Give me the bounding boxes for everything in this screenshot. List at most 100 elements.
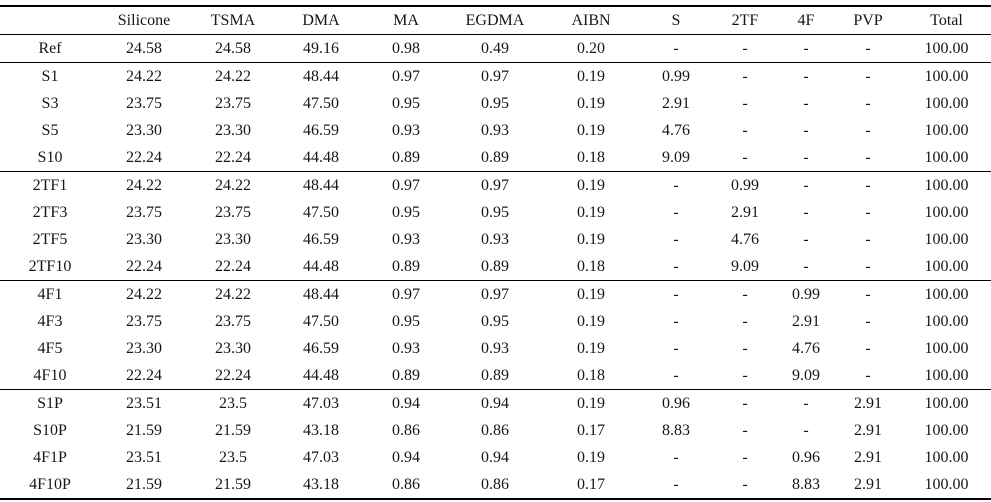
- column-header-s: S: [671, 12, 681, 29]
- cell: -: [803, 258, 809, 275]
- cell: 0.89: [392, 367, 420, 384]
- composition-table: Silicone TSMA DMA MA EGDMA AIBN S 2TF 4F…: [0, 5, 991, 500]
- cell: 0.20: [577, 40, 605, 57]
- table-row: 4F10 22.24 22.24 44.48 0.89 0.89 0.18 - - 9.09 - 10…: [0, 362, 991, 390]
- cell: -: [673, 286, 679, 303]
- cell: -: [865, 95, 871, 112]
- cell: 0.99: [662, 68, 690, 85]
- cell: -: [803, 177, 809, 194]
- cell: -: [865, 367, 871, 384]
- cell: 0.89: [392, 258, 420, 275]
- cell: -: [865, 313, 871, 330]
- cell: 100.00: [924, 149, 969, 166]
- cell: 100.00: [924, 204, 969, 221]
- cell: 0.19: [577, 204, 605, 221]
- cell: -: [742, 422, 748, 439]
- cell: 100.00: [924, 122, 969, 139]
- table-row: 2TF10 22.24 22.24 44.48 0.89 0.89 0.18 - 9.09 - - 1…: [0, 253, 991, 281]
- cell: 22.24: [126, 149, 162, 166]
- cell: 0.95: [392, 204, 420, 221]
- column-header-egdma: EGDMA: [465, 12, 525, 29]
- cell: 0.95: [392, 313, 420, 330]
- cell: 100.00: [924, 231, 969, 248]
- cell: -: [742, 40, 748, 57]
- cell: 0.17: [577, 422, 605, 439]
- cell: 48.44: [303, 68, 339, 85]
- cell: 4.76: [792, 340, 820, 357]
- cell: 2.91: [854, 395, 882, 412]
- cell: 100.00: [924, 422, 969, 439]
- cell: 2.91: [662, 95, 690, 112]
- cell: 47.50: [303, 95, 339, 112]
- cell: 0.93: [392, 122, 420, 139]
- cell: 0.19: [577, 95, 605, 112]
- cell: 23.51: [126, 449, 162, 466]
- cell: 0.96: [662, 395, 690, 412]
- cell: -: [803, 122, 809, 139]
- cell: 23.5: [219, 449, 247, 466]
- column-header-silicone: Silicone: [117, 12, 171, 29]
- cell: 22.24: [215, 367, 251, 384]
- row-label: 4F1: [37, 286, 63, 303]
- cell: 0.95: [392, 95, 420, 112]
- cell: 46.59: [303, 340, 339, 357]
- column-header-pvp: PVP: [853, 12, 883, 29]
- cell: 0.98: [392, 40, 420, 57]
- cell: 9.09: [792, 367, 820, 384]
- row-label: S3: [41, 95, 59, 112]
- column-header-dma: DMA: [302, 12, 340, 29]
- cell: 0.18: [577, 258, 605, 275]
- cell: -: [673, 40, 679, 57]
- row-label: 2TF1: [32, 177, 68, 194]
- cell: 0.89: [392, 149, 420, 166]
- cell: 100.00: [924, 313, 969, 330]
- cell: 21.59: [126, 422, 162, 439]
- cell: 24.22: [215, 286, 251, 303]
- table-row: 2TF5 23.30 23.30 46.59 0.93 0.93 0.19 - 4.76 - - 10…: [0, 226, 991, 253]
- cell: 23.75: [215, 204, 251, 221]
- cell: -: [742, 149, 748, 166]
- cell: 23.51: [126, 395, 162, 412]
- cell: 4.76: [662, 122, 690, 139]
- cell: 21.59: [126, 476, 162, 493]
- cell: 0.19: [577, 286, 605, 303]
- column-header-tsma: TSMA: [210, 12, 256, 29]
- cell: 21.59: [215, 422, 251, 439]
- cell: 46.59: [303, 231, 339, 248]
- cell: 23.75: [215, 313, 251, 330]
- cell: 0.86: [481, 422, 509, 439]
- cell: 0.93: [392, 340, 420, 357]
- table-row: 2TF1 24.22 24.22 48.44 0.97 0.97 0.19 - 0.99 - - 10…: [0, 172, 991, 200]
- cell: -: [865, 177, 871, 194]
- cell: -: [803, 395, 809, 412]
- cell: 0.99: [792, 286, 820, 303]
- row-label: 4F1P: [33, 449, 67, 466]
- cell: 0.94: [392, 395, 420, 412]
- cell: -: [803, 149, 809, 166]
- row-group-2tf-series: 2TF1 24.22 24.22 48.44 0.97 0.97 0.19 - 0.99 - - 10…: [0, 172, 991, 281]
- column-header-total: Total: [930, 12, 963, 29]
- column-header-blank: [0, 6, 100, 35]
- cell: 49.16: [303, 40, 339, 57]
- cell: 0.97: [481, 177, 509, 194]
- cell: 0.19: [577, 340, 605, 357]
- row-label: Ref: [38, 40, 62, 57]
- cell: 22.24: [126, 367, 162, 384]
- cell: 43.18: [303, 476, 339, 493]
- cell: 0.97: [392, 286, 420, 303]
- table-header: Silicone TSMA DMA MA EGDMA AIBN S 2TF 4F…: [0, 6, 991, 35]
- cell: 23.75: [126, 95, 162, 112]
- table-row: Ref 24.58 24.58 49.16 0.98 0.49 0.20 - - - - 100.00: [0, 35, 991, 63]
- cell: -: [742, 122, 748, 139]
- table-row: S10P 21.59 21.59 43.18 0.86 0.86 0.17 8.83 - - 2.9…: [0, 417, 991, 444]
- cell: 0.18: [577, 367, 605, 384]
- cell: 0.94: [481, 395, 509, 412]
- cell: 2.91: [792, 313, 820, 330]
- cell: -: [673, 367, 679, 384]
- table-row: 4F1 24.22 24.22 48.44 0.97 0.97 0.19 - - 0.99 - 100…: [0, 281, 991, 309]
- cell: -: [673, 177, 679, 194]
- row-label: S10P: [33, 422, 67, 439]
- cell: -: [742, 313, 748, 330]
- cell: 0.97: [392, 177, 420, 194]
- cell: 23.75: [126, 313, 162, 330]
